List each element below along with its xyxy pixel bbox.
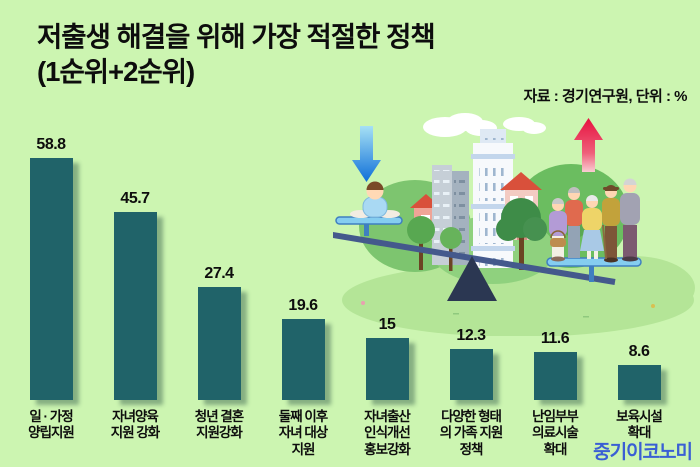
bar-value-label: 8.6 — [628, 343, 650, 360]
category-label: 둘째 이후 자녀 대상 지원 — [261, 409, 345, 458]
bar-value-label: 27.4 — [204, 265, 234, 282]
grass-specks-icon — [361, 301, 655, 318]
bars-row: 58.8 45.7 27.4 19.6 15 12.3 11.6 8.6 — [9, 136, 681, 400]
bar — [281, 319, 325, 400]
bar-value-label: 15 — [378, 316, 396, 333]
category-label-line: 정책 — [459, 441, 484, 457]
bar-column: 15 — [345, 136, 429, 400]
bar — [197, 287, 241, 400]
fulcrum-icon — [447, 256, 497, 301]
category-label-line: 청년 결혼 — [194, 409, 244, 424]
bar — [29, 158, 73, 400]
bar — [113, 212, 157, 400]
category-label-line: 일 · 가정 — [29, 409, 73, 424]
category-label-line: 의료시술 — [532, 425, 579, 441]
down-arrow-icon — [352, 126, 381, 182]
bar-column: 8.6 — [597, 136, 681, 400]
category-label-line: 난임부부 — [532, 409, 579, 424]
bar-column: 45.7 — [93, 136, 177, 400]
category-label: 보육시설 확대 — [597, 409, 681, 458]
title-line-1: 저출생 해결을 위해 가장 적절한 정책 — [37, 21, 436, 52]
bar — [365, 338, 409, 400]
bar-column: 27.4 — [177, 136, 261, 400]
title-line-2: (1순위+2순위) — [37, 55, 195, 87]
category-label: 난임부부 의료시술 확대 — [513, 409, 597, 458]
baby-figure-icon — [350, 181, 400, 218]
category-label-line: 확대 — [543, 441, 568, 457]
category-label: 다양한 형태 의 가족 지원 정책 — [429, 409, 513, 458]
bar-value-label: 19.6 — [288, 297, 318, 314]
bar-column: 58.8 — [9, 136, 93, 400]
category-label-line: 자녀 대상 — [278, 425, 328, 441]
source-note: 자료 : 경기연구원, 단위 : % — [523, 88, 687, 105]
bar-value-label: 45.7 — [120, 190, 150, 207]
category-label-line: 지원 — [291, 441, 316, 457]
bar — [617, 365, 661, 400]
publisher-logo: 중기이코노미 — [593, 442, 693, 463]
cloud-icon — [423, 113, 546, 137]
category-label-line: 자녀양육 — [112, 409, 159, 424]
bar-column: 11.6 — [513, 136, 597, 400]
category-label-line: 자녀출산 — [364, 409, 411, 424]
bar-column: 12.3 — [429, 136, 513, 400]
category-label-line: 홍보강화 — [364, 441, 411, 457]
bar-value-label: 11.6 — [540, 330, 570, 347]
bar — [533, 352, 577, 400]
labels-row: 일 · 가정 양립지원 자녀양육 지원 강화 청년 결혼 지원강화 둘째 이후 자녀 대상 지원… — [9, 409, 681, 458]
category-label-line: 확대 — [627, 425, 652, 441]
category-label: 자녀양육 지원 강화 — [93, 409, 177, 458]
category-label-line: 지원 강화 — [110, 425, 160, 441]
category-label-line: 양립지원 — [28, 425, 75, 441]
category-label-line: 인식개선 — [364, 425, 411, 441]
page-title: 저출생 해결을 위해 가장 적절한 정책 (1순위+2순위) — [37, 20, 436, 90]
category-label-line: 둘째 이후 — [278, 409, 328, 424]
up-arrow-icon — [574, 118, 603, 172]
category-label: 청년 결혼 지원강화 — [177, 409, 261, 458]
bar-value-label: 12.3 — [456, 327, 486, 344]
category-label-line: 다양한 형태 — [441, 409, 502, 424]
elderly-group-icon — [549, 178, 640, 263]
category-label: 일 · 가정 양립지원 — [9, 409, 93, 458]
category-label: 자녀출산 인식개선 홍보강화 — [345, 409, 429, 458]
bar-value-label: 58.8 — [36, 136, 66, 153]
category-label-line: 보육시설 — [616, 409, 663, 424]
category-label-line: 의 가족 지원 — [439, 425, 504, 441]
seesaw-illustration — [333, 113, 695, 336]
bar — [449, 349, 493, 400]
bar-column: 19.6 — [261, 136, 345, 400]
category-label-line: 지원강화 — [196, 425, 243, 441]
